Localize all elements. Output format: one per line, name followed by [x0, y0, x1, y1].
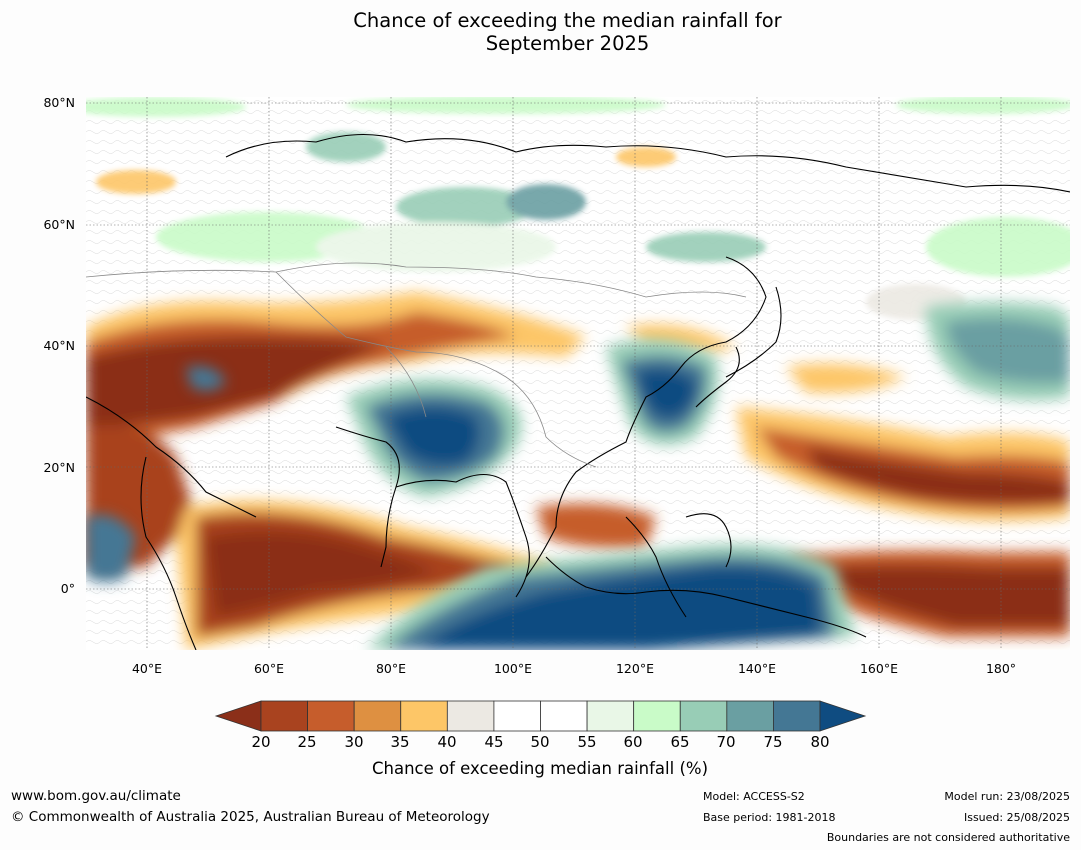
footer-base-period: Base period: 1981-2018 — [703, 811, 836, 824]
northern-anomalies — [86, 97, 1070, 320]
lat-label-0: 0° — [60, 581, 75, 596]
cb-tick-40: 40 — [437, 733, 457, 751]
colorbar-extend-high — [819, 700, 867, 732]
colorbar-segment — [773, 700, 821, 732]
map-svg — [86, 97, 1070, 650]
cb-tick-35: 35 — [390, 733, 410, 751]
graticule — [86, 97, 1070, 650]
lon-label-80E: 80°E — [375, 661, 407, 676]
cb-tick-50: 50 — [530, 733, 550, 751]
footer-model-run: Model run: 23/08/2025 — [944, 790, 1070, 803]
country-borders — [86, 262, 747, 468]
colorbar-segment — [679, 700, 728, 732]
lat-label-80N: 80°N — [43, 95, 75, 110]
cb-tick-20: 20 — [251, 733, 271, 751]
colorbar-segment — [353, 700, 402, 732]
coastlines — [86, 133, 1070, 650]
dry-anomalies — [86, 292, 1070, 650]
colorbar-segment — [540, 700, 588, 732]
cb-tick-30: 30 — [344, 733, 364, 751]
lon-label-60E: 60°E — [253, 661, 285, 676]
map-title: Chance of exceeding the median rainfall … — [0, 9, 1081, 55]
lon-label-100E: 100°E — [493, 661, 532, 676]
colorbar-segment — [307, 700, 355, 732]
lat-label-40N: 40°N — [43, 338, 75, 353]
lon-label-160E: 160°E — [859, 661, 898, 676]
colorbar-segment — [446, 700, 495, 732]
title-line-1: Chance of exceeding the median rainfall … — [353, 9, 782, 32]
lat-label-20N: 20°N — [43, 460, 75, 475]
lon-label-120E: 120°E — [615, 661, 654, 676]
footer-disclaimer: Boundaries are not considered authoritat… — [826, 831, 1070, 844]
footer-model: Model: ACCESS-S2 — [703, 790, 805, 803]
colorbar-extend-low — [214, 700, 262, 732]
cb-tick-55: 55 — [577, 733, 597, 751]
lon-label-180: 180° — [985, 661, 1017, 676]
footer-issued: Issued: 25/08/2025 — [963, 811, 1070, 824]
footer-url[interactable]: www.bom.gov.au/climate — [11, 788, 181, 804]
colorbar-segment — [260, 700, 308, 732]
colorbar-segment — [400, 700, 448, 732]
colorbar-segment — [633, 700, 681, 732]
title-line-2: September 2025 — [485, 32, 650, 55]
cb-tick-65: 65 — [670, 733, 690, 751]
cb-tick-60: 60 — [623, 733, 643, 751]
colorbar-label: Chance of exceeding median rainfall (%) — [371, 759, 709, 778]
rainfall-map[interactable] — [86, 97, 1070, 650]
cb-tick-75: 75 — [763, 733, 783, 751]
colorbar-segments — [214, 700, 867, 732]
lon-label-40E: 40°E — [131, 661, 163, 676]
colorbar-segment — [586, 700, 635, 732]
wet-anomalies — [86, 302, 1070, 650]
cb-tick-70: 70 — [716, 733, 736, 751]
cb-tick-80: 80 — [810, 733, 830, 751]
lat-label-60N: 60°N — [43, 217, 75, 232]
cb-tick-25: 25 — [297, 733, 317, 751]
colorbar-segment — [726, 700, 774, 732]
lon-label-140E: 140°E — [737, 661, 776, 676]
colorbar-segment — [493, 700, 541, 732]
cb-tick-45: 45 — [484, 733, 504, 751]
footer-copyright: © Commonwealth of Australia 2025, Austra… — [11, 809, 490, 825]
